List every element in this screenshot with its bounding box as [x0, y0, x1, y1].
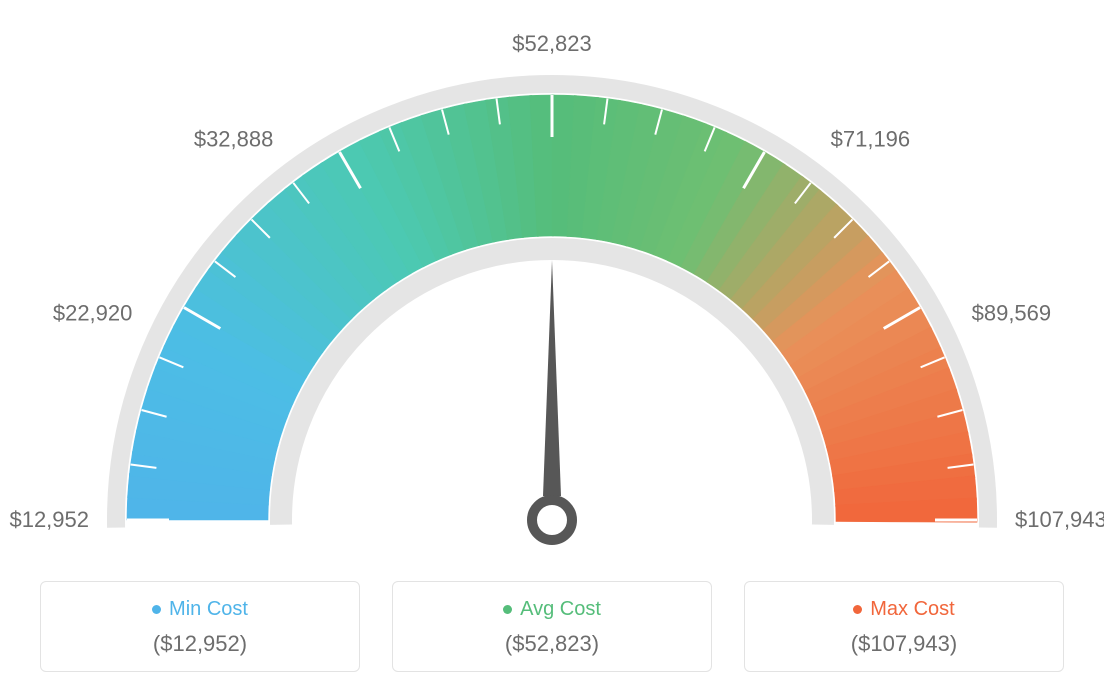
dot-icon: [853, 605, 862, 614]
legend-card-min: Min Cost ($12,952): [40, 581, 360, 672]
legend-label: Max Cost: [870, 598, 954, 621]
legend-value: ($52,823): [403, 631, 701, 657]
gauge-scale-label: $32,888: [194, 127, 274, 153]
legend-label: Avg Cost: [520, 598, 601, 621]
legend-title-avg: Avg Cost: [503, 598, 601, 621]
gauge-scale-label: $12,952: [9, 507, 89, 533]
legend-card-avg: Avg Cost ($52,823): [392, 581, 712, 672]
dot-icon: [503, 605, 512, 614]
gauge-scale-label: $107,943: [1015, 507, 1104, 533]
gauge-scale-label: $71,196: [831, 127, 911, 153]
legend-value: ($12,952): [51, 631, 349, 657]
legend-row: Min Cost ($12,952) Avg Cost ($52,823) Ma…: [0, 581, 1104, 672]
legend-card-max: Max Cost ($107,943): [744, 581, 1064, 672]
gauge-scale-label: $89,569: [972, 301, 1052, 327]
dot-icon: [152, 605, 161, 614]
gauge-scale-label: $52,823: [512, 31, 592, 57]
legend-title-max: Max Cost: [853, 598, 954, 621]
legend-label: Min Cost: [169, 598, 248, 621]
cost-gauge-widget: $12,952 $22,920 $32,888 $52,823 $71,196 $89,5…: [0, 0, 1104, 690]
legend-value: ($107,943): [755, 631, 1053, 657]
legend-title-min: Min Cost: [152, 598, 248, 621]
gauge-svg: [0, 0, 1104, 560]
gauge-chart: $12,952 $22,920 $32,888 $52,823 $71,196 $89,5…: [0, 0, 1104, 560]
gauge-scale-label: $22,920: [53, 301, 133, 327]
